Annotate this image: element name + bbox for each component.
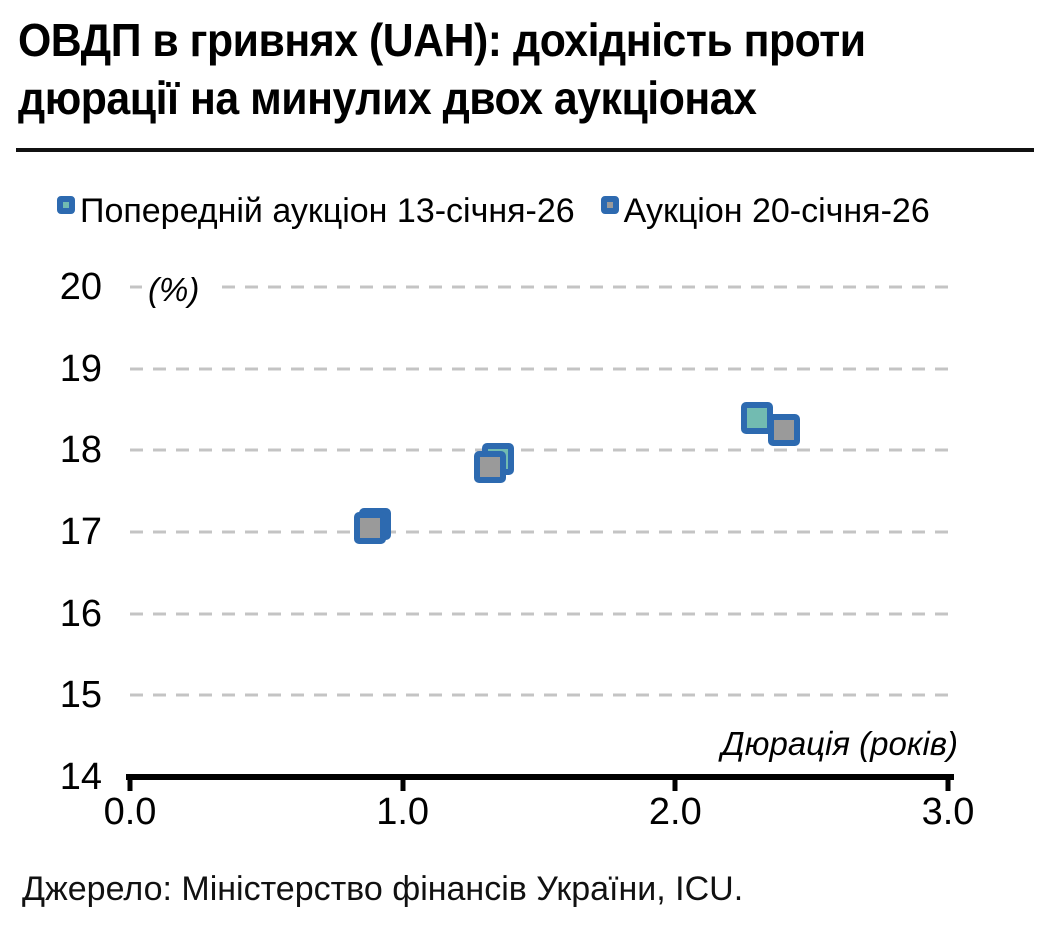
source-note: Джерело: Міністерство фінансів України, … [22, 870, 744, 908]
legend-swatch-current-auction [600, 196, 619, 214]
marker-current-auction-1 [473, 450, 506, 483]
legend-label-previous-auction: Попередній аукціон 13-січня-26 [80, 192, 575, 230]
x-tick-label-1.0: 1.0 [376, 791, 430, 833]
y-tick-label-19: 19 [59, 347, 102, 390]
x-tick-1.0 [400, 779, 406, 791]
plot-area: (%) Дюрація (років) 0.0 1.0 2.0 3.0 [104, 269, 974, 831]
gridline-y-19 [130, 367, 955, 371]
x-axis-label: Дюрація (років) [721, 725, 958, 762]
gridline-y-18 [130, 448, 955, 452]
y-tick-label-18: 18 [59, 429, 102, 472]
marker-current-auction-0 [353, 511, 386, 544]
legend-label-current-auction: Аукціон 20-січня-26 [623, 192, 930, 230]
chart-title: ОВДП в гривнях (UAH): дохідність проти д… [18, 14, 866, 124]
gridline-y-16 [130, 612, 955, 616]
x-tick-2.0 [672, 779, 678, 791]
y-tick-label-16: 16 [59, 592, 102, 635]
gridline-y-17 [130, 530, 955, 534]
legend-item-previous-auction: Попередній аукціон 13-січня-26 [57, 192, 575, 231]
x-tick-label-3.0: 3.0 [921, 791, 975, 833]
gridline-y-15 [130, 693, 955, 697]
marker-current-auction-2 [768, 413, 801, 446]
x-tick-3.0 [945, 779, 951, 791]
x-tick-label-2.0: 2.0 [648, 791, 702, 833]
y-axis-unit-label: (%) [142, 269, 218, 316]
x-axis-line [126, 774, 954, 780]
x-tick-label-0.0: 0.0 [103, 791, 157, 833]
legend: Попередній аукціон 13-січня-26 Аукціон 2… [57, 192, 930, 231]
y-axis: 14 15 16 17 18 19 20 [30, 268, 102, 796]
legend-swatch-previous-auction [57, 196, 75, 214]
gridline-y-20 [130, 285, 955, 289]
title-divider [16, 148, 1034, 152]
y-tick-label-14: 14 [59, 756, 102, 798]
y-tick-label-17: 17 [59, 511, 102, 553]
x-tick-0.0 [127, 779, 133, 791]
y-tick-label-20: 20 [59, 266, 102, 308]
legend-item-current-auction: Аукціон 20-січня-26 [600, 192, 930, 231]
y-tick-label-15: 15 [59, 674, 102, 717]
